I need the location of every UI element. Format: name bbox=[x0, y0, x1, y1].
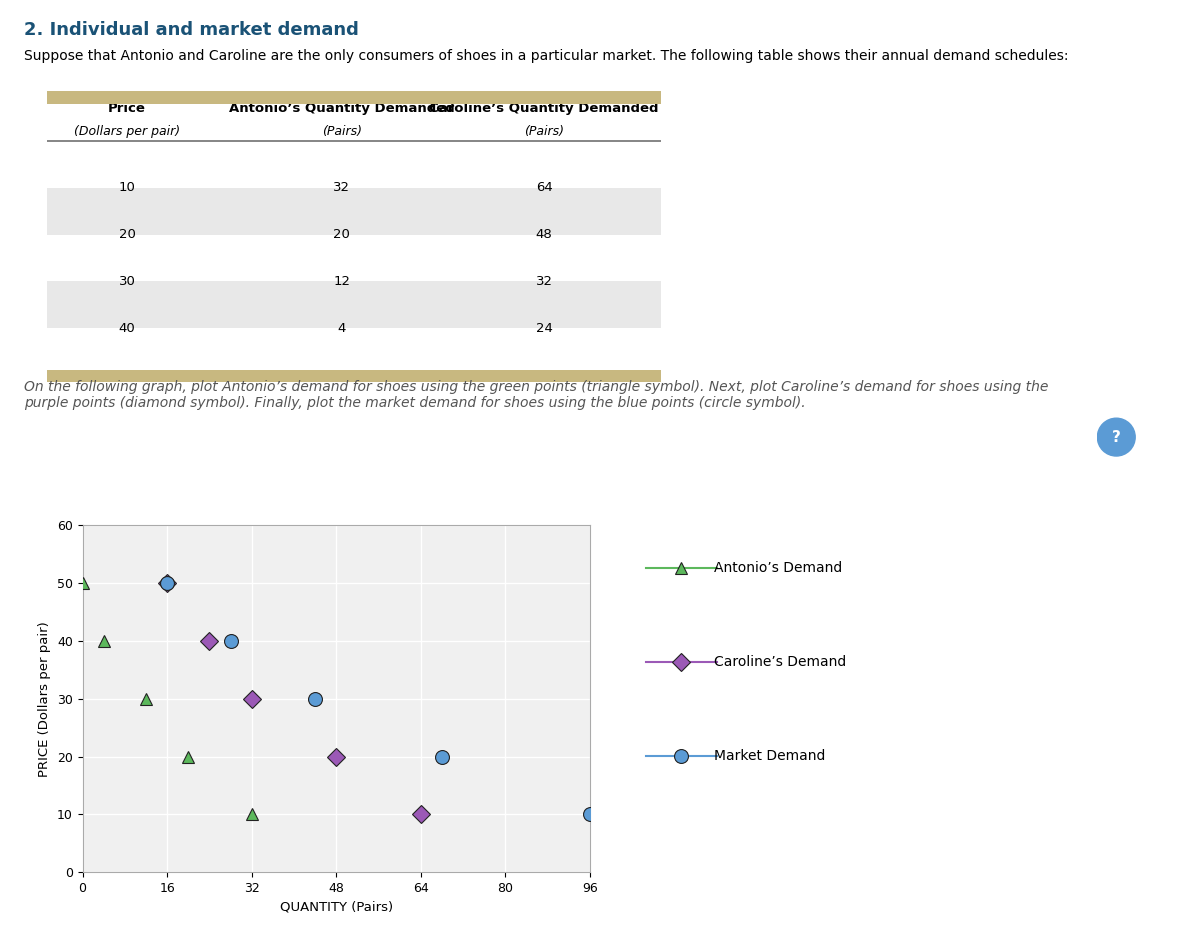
Text: 24: 24 bbox=[536, 322, 552, 335]
Text: 0: 0 bbox=[337, 369, 346, 382]
Text: ?: ? bbox=[1112, 430, 1121, 445]
Text: 4: 4 bbox=[337, 322, 346, 335]
Y-axis label: PRICE (Dollars per pair): PRICE (Dollars per pair) bbox=[38, 621, 51, 777]
Text: 40: 40 bbox=[119, 322, 136, 335]
Text: 16: 16 bbox=[536, 369, 552, 382]
Text: Price: Price bbox=[109, 102, 146, 115]
Bar bbox=[47, 188, 661, 234]
Bar bbox=[47, 370, 661, 383]
Text: (Pairs): (Pairs) bbox=[322, 125, 362, 138]
Text: Caroline’s Demand: Caroline’s Demand bbox=[714, 656, 846, 669]
Text: (Pairs): (Pairs) bbox=[524, 125, 564, 138]
Text: 30: 30 bbox=[118, 275, 136, 288]
Bar bbox=[47, 281, 661, 328]
Text: 20: 20 bbox=[333, 228, 350, 241]
X-axis label: QUANTITY (Pairs): QUANTITY (Pairs) bbox=[280, 900, 393, 914]
Text: 2. Individual and market demand: 2. Individual and market demand bbox=[24, 21, 359, 38]
Text: Market Demand: Market Demand bbox=[714, 749, 825, 763]
Text: 12: 12 bbox=[333, 275, 350, 288]
Text: 64: 64 bbox=[536, 181, 552, 194]
Text: On the following graph, plot Antonio’s demand for shoes using the green points (: On the following graph, plot Antonio’s d… bbox=[24, 380, 1048, 410]
Text: 20: 20 bbox=[118, 228, 136, 241]
Text: Antonio’s Quantity Demanded: Antonio’s Quantity Demanded bbox=[229, 102, 454, 115]
Text: Caroline’s Quantity Demanded: Caroline’s Quantity Demanded bbox=[430, 102, 658, 115]
Text: 32: 32 bbox=[536, 275, 552, 288]
Text: 10: 10 bbox=[118, 181, 136, 194]
Bar bbox=[47, 140, 661, 143]
Text: 50: 50 bbox=[118, 369, 136, 382]
Circle shape bbox=[1097, 418, 1135, 456]
Text: 32: 32 bbox=[333, 181, 350, 194]
Text: Antonio’s Demand: Antonio’s Demand bbox=[714, 562, 843, 575]
Bar bbox=[47, 91, 661, 104]
Text: 48: 48 bbox=[536, 228, 552, 241]
Text: (Dollars per pair): (Dollars per pair) bbox=[74, 125, 181, 138]
Text: Suppose that Antonio and Caroline are the only consumers of shoes in a particula: Suppose that Antonio and Caroline are th… bbox=[24, 49, 1068, 63]
